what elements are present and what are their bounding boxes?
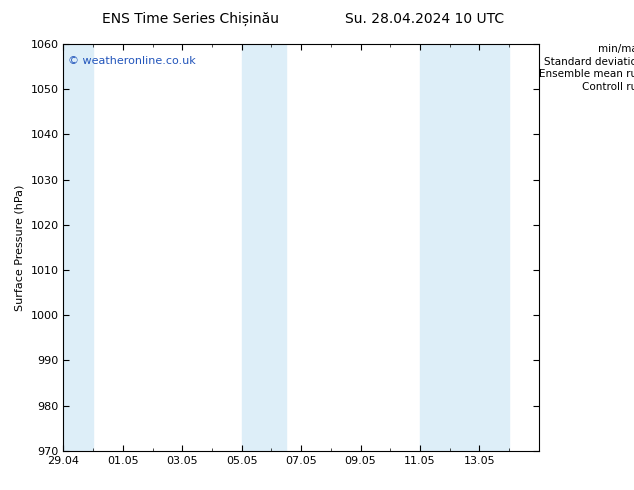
Legend: min/max, Standard deviation, Ensemble mean run, Controll run: min/max, Standard deviation, Ensemble me… — [539, 44, 634, 92]
Text: ENS Time Series Chișinău: ENS Time Series Chișinău — [101, 12, 279, 26]
Bar — [63, 44, 93, 451]
Text: © weatheronline.co.uk: © weatheronline.co.uk — [68, 56, 196, 66]
Bar — [242, 44, 287, 451]
Text: Su. 28.04.2024 10 UTC: Su. 28.04.2024 10 UTC — [346, 12, 504, 26]
Y-axis label: Surface Pressure (hPa): Surface Pressure (hPa) — [15, 184, 25, 311]
Bar — [420, 44, 509, 451]
